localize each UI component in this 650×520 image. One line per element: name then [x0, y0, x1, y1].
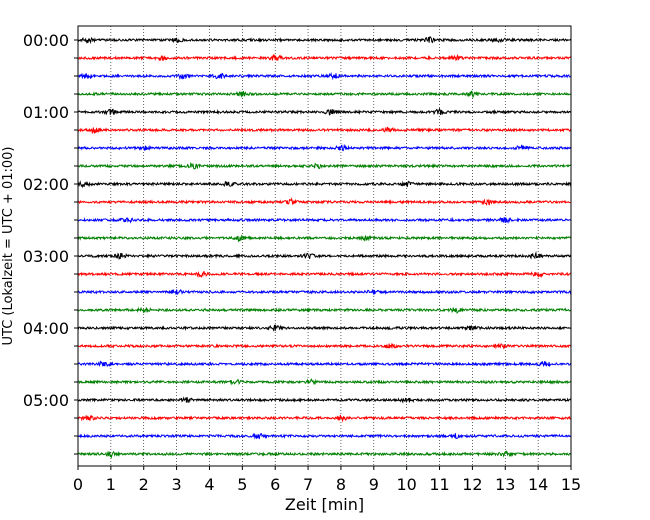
vertical-grid — [110, 26, 539, 466]
y-axis-label: UTC (Lokalzeit = UTC + 01:00) — [1, 147, 16, 346]
plot-frame — [77, 25, 572, 467]
trace-line — [77, 143, 572, 152]
x-axis-label: Zeit [min] — [285, 495, 364, 514]
y-tick-label: 02:00 — [23, 175, 69, 194]
trace-line — [77, 161, 572, 170]
trace-line — [77, 197, 572, 206]
x-tick-label: 13 — [495, 475, 515, 494]
trace-line — [77, 432, 572, 440]
y-tick-label: 00:00 — [23, 31, 69, 50]
trace-line — [77, 216, 571, 224]
trace-line — [77, 414, 572, 423]
trace-line — [77, 71, 572, 81]
x-tick-label: 15 — [561, 475, 581, 494]
x-tick-label: 14 — [528, 475, 548, 494]
x-tick-label: 9 — [369, 475, 379, 494]
x-tick-label: 0 — [73, 475, 83, 494]
x-tick-label: 4 — [204, 475, 214, 494]
trace-line — [77, 234, 572, 243]
x-tick-label: 10 — [396, 475, 416, 494]
x-tick-label: 6 — [270, 475, 280, 494]
trace-line — [77, 324, 572, 332]
x-tick-label: 1 — [106, 475, 116, 494]
trace-line — [77, 270, 572, 279]
x-axis: 0 1 2 3 4 5 6 7 8 9 10 11 12 13 14 15 — [73, 466, 581, 494]
y-tick-label: 03:00 — [23, 247, 69, 266]
y-tick-label: 05:00 — [23, 391, 69, 410]
trace-line — [77, 289, 572, 296]
y-axis: 00:00 01:00 02:00 03:00 04:00 05:00 — [23, 31, 78, 455]
trace-line — [77, 36, 572, 45]
trace-line — [77, 306, 572, 314]
x-tick-label: 5 — [237, 475, 247, 494]
y-tick-label: 04:00 — [23, 319, 69, 338]
plot-area — [78, 26, 571, 466]
x-tick-label: 12 — [462, 475, 482, 494]
trace-line — [77, 90, 572, 99]
trace-line — [77, 126, 572, 135]
trace-line — [77, 343, 572, 350]
x-tick-label: 3 — [172, 475, 182, 494]
x-tick-label: 8 — [336, 475, 346, 494]
trace-line — [77, 360, 572, 368]
y-tick-label: 01:00 — [23, 103, 69, 122]
trace-line — [77, 450, 572, 459]
trace-line — [77, 107, 572, 116]
x-tick-label: 11 — [429, 475, 449, 494]
trace-line — [77, 378, 572, 386]
trace-group — [77, 36, 572, 459]
x-tick-label: 2 — [139, 475, 149, 494]
trace-line — [77, 180, 572, 189]
trace-line — [77, 396, 572, 404]
trace-line — [77, 251, 572, 261]
trace-line — [77, 53, 572, 62]
x-tick-label: 7 — [303, 475, 313, 494]
